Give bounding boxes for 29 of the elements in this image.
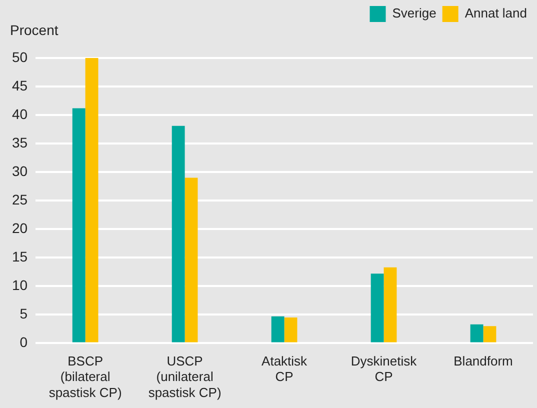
bar xyxy=(384,267,397,342)
x-tick-label: USCP (unilateral spastisk CP) xyxy=(148,354,222,400)
y-tick-label: 30 xyxy=(12,162,28,179)
legend-label: Annat land xyxy=(464,6,528,21)
bar xyxy=(172,126,185,342)
x-tick-label: Blandform xyxy=(454,354,513,369)
y-tick-label: 35 xyxy=(12,134,28,150)
y-tick-label: 50 xyxy=(12,48,28,65)
legend-label: Sverige xyxy=(392,6,436,21)
x-tick-label: Dyskinetisk CP xyxy=(350,354,418,384)
bar xyxy=(483,326,496,342)
x-tick-label: BSCP (bilateral spastisk CP) xyxy=(48,354,122,400)
y-tick-label: 45 xyxy=(12,77,28,94)
bar xyxy=(271,316,284,342)
bar xyxy=(470,324,484,342)
x-tick-label: Ataktisk CP xyxy=(262,354,308,384)
y-tick-label: 15 xyxy=(12,248,28,264)
bar xyxy=(284,318,298,342)
y-axis-title: Procent xyxy=(10,22,58,38)
bar xyxy=(370,274,384,342)
bar xyxy=(184,178,198,342)
y-tick-label: 25 xyxy=(12,191,28,208)
y-tick-label: 0 xyxy=(20,334,28,350)
y-tick-label: 20 xyxy=(12,220,28,236)
y-tick-label: 40 xyxy=(12,106,28,122)
y-tick-label: 10 xyxy=(12,277,28,294)
bar xyxy=(85,58,98,342)
y-tick-label: 5 xyxy=(20,306,28,322)
bar xyxy=(72,108,86,342)
